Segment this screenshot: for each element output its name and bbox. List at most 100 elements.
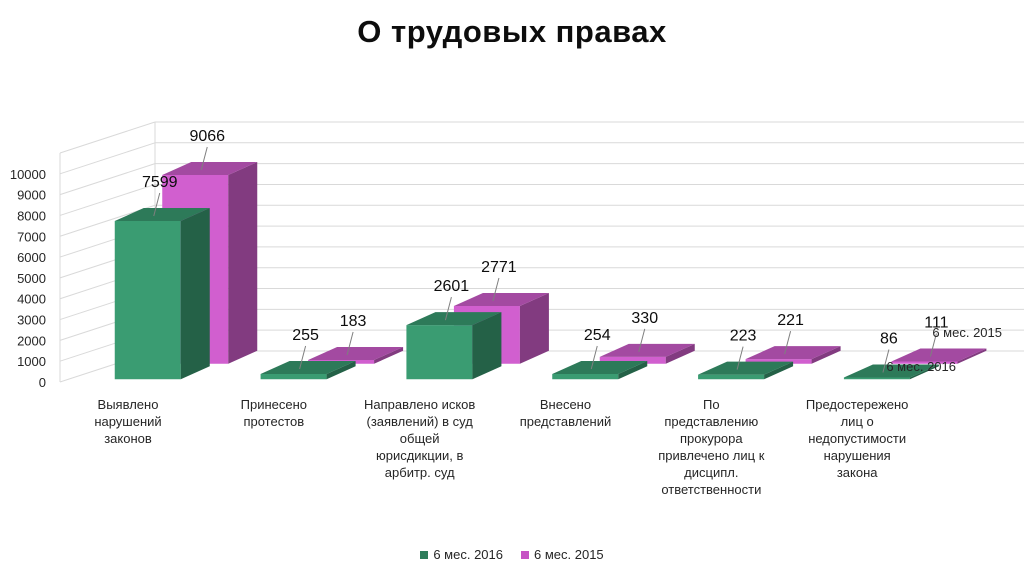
- data-label: 183: [340, 313, 367, 330]
- bar-side: [811, 346, 841, 364]
- legend-item-2016: 6 мес. 2016: [420, 547, 503, 562]
- data-label-leader: [299, 345, 307, 370]
- category-label: протестов: [243, 414, 304, 429]
- category-label: Внесено: [540, 397, 591, 412]
- data-label-leader: [153, 192, 161, 217]
- bar-side: [472, 312, 502, 380]
- data-label: 7599: [142, 174, 178, 191]
- bar-top: [745, 346, 841, 360]
- bar-side: [618, 360, 648, 380]
- legend: 6 мес. 2016 6 мес. 2015: [0, 547, 1024, 562]
- category-label: недопустимости: [808, 431, 906, 446]
- category-label: нарушения: [824, 448, 891, 463]
- data-label-leader: [590, 345, 598, 370]
- series-axis-label: 6 мес. 2016: [886, 359, 956, 374]
- y-tick-label: 7000: [17, 229, 46, 244]
- category-label: нарушений: [94, 414, 161, 429]
- bar-front: [891, 361, 958, 364]
- gridline-side: [59, 142, 156, 175]
- bar-top: [406, 312, 502, 326]
- data-label-leader: [784, 331, 792, 355]
- bar-top: [599, 343, 695, 357]
- data-label-leader: [736, 346, 744, 370]
- category-label: ответственности: [661, 482, 761, 497]
- category-label: (заявлений) в суд: [367, 414, 474, 429]
- category-label: общей: [400, 431, 440, 446]
- legend-label-2016: 6 мес. 2016: [433, 547, 503, 562]
- y-tick-label: 3000: [17, 313, 46, 328]
- bar-side: [957, 348, 987, 364]
- gridline-side: [59, 183, 156, 216]
- bar-top: [698, 361, 794, 375]
- y-tick-label: 5000: [17, 271, 46, 286]
- bar-front: [698, 374, 765, 380]
- bar-front: [114, 221, 181, 380]
- category-label: прокурора: [680, 431, 743, 446]
- data-label: 330: [631, 310, 658, 327]
- bar-side: [519, 293, 549, 364]
- category-label: Принесено: [241, 397, 307, 412]
- category-label: Выявлено: [98, 397, 159, 412]
- data-label: 2771: [481, 259, 517, 276]
- category-label: представлению: [664, 414, 758, 429]
- legend-label-2015: 6 мес. 2015: [534, 547, 604, 562]
- category-label: арбитр. суд: [385, 465, 455, 480]
- data-label: 255: [292, 327, 319, 344]
- bar-front: [260, 373, 327, 380]
- data-label: 223: [730, 328, 757, 345]
- bar-top: [308, 346, 404, 360]
- category-label: привлечено лиц к: [658, 448, 764, 463]
- category-label: дисципл.: [684, 465, 738, 480]
- data-label-leader: [492, 277, 500, 302]
- chart-title: О трудовых правах: [357, 14, 667, 49]
- bar-front: [406, 325, 473, 380]
- category-label: законов: [104, 431, 152, 446]
- bar-top: [552, 360, 648, 374]
- bar-side: [180, 208, 210, 380]
- data-label-leader: [638, 328, 646, 353]
- bar-top: [891, 348, 987, 362]
- data-label-leader: [200, 146, 208, 171]
- legend-swatch-2015: [521, 550, 529, 559]
- bar-top: [843, 364, 939, 378]
- bar-front: [843, 377, 910, 380]
- data-label: 86: [880, 330, 898, 347]
- y-tick-label: 9000: [17, 188, 46, 203]
- data-label: 111: [924, 314, 948, 331]
- data-label-leader: [882, 349, 890, 373]
- data-label: 9066: [189, 128, 225, 145]
- bar-side: [909, 364, 939, 380]
- data-label-leader: [346, 331, 354, 356]
- bar-side: [764, 361, 794, 380]
- bar-top: [114, 208, 210, 222]
- gridline-side: [59, 163, 156, 196]
- data-label: 2601: [434, 278, 470, 295]
- bar-top: [260, 360, 356, 374]
- y-tick-label: 6000: [17, 250, 46, 265]
- y-tick-label: 10000: [10, 167, 46, 182]
- y-tick-label: 2000: [17, 333, 46, 348]
- y-tick-label: 1000: [17, 354, 46, 369]
- category-label: Направлено исков: [364, 397, 475, 412]
- gridline-side: [59, 121, 156, 154]
- bar-front: [552, 373, 619, 380]
- category-label: представлений: [520, 414, 611, 429]
- legend-item-2015: 6 мес. 2015: [521, 547, 604, 562]
- y-tick-label: 8000: [17, 208, 46, 223]
- y-tick-label: 4000: [17, 292, 46, 307]
- category-label: лиц о: [841, 414, 874, 429]
- bar-side: [374, 346, 404, 364]
- category-label: закона: [837, 465, 878, 480]
- data-label: 254: [584, 327, 611, 344]
- bar-side: [665, 343, 695, 364]
- bar-top: [162, 161, 258, 175]
- data-label: 221: [777, 312, 804, 329]
- category-label: Предостережено: [806, 397, 909, 412]
- category-label: юрисдикции, в: [376, 448, 463, 463]
- bar-side: [228, 161, 258, 364]
- category-label: По: [703, 397, 720, 412]
- series-axis-label: 6 мес. 2015: [932, 325, 1002, 340]
- bar-top: [453, 293, 549, 307]
- data-label-leader: [444, 296, 452, 321]
